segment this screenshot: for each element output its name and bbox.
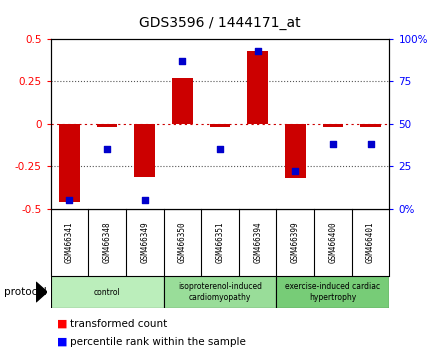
- Text: GSM466400: GSM466400: [328, 222, 337, 263]
- Point: [66, 198, 73, 203]
- Text: GSM466350: GSM466350: [178, 222, 187, 263]
- Text: control: control: [94, 287, 121, 297]
- Point: [367, 142, 374, 147]
- Bar: [164, 276, 276, 308]
- Point: [254, 48, 261, 54]
- Bar: [172, 78, 193, 124]
- Text: percentile rank within the sample: percentile rank within the sample: [70, 337, 246, 347]
- Text: GDS3596 / 1444171_at: GDS3596 / 1444171_at: [139, 16, 301, 30]
- Point: [330, 142, 337, 147]
- Text: GSM466351: GSM466351: [216, 222, 224, 263]
- Text: GSM466401: GSM466401: [366, 222, 375, 263]
- Point: [292, 169, 299, 174]
- Point: [141, 198, 148, 203]
- Bar: [59, 124, 80, 202]
- Text: exercise-induced cardiac
hypertrophy: exercise-induced cardiac hypertrophy: [286, 282, 381, 302]
- Bar: [51, 276, 164, 308]
- Polygon shape: [36, 282, 47, 302]
- Bar: [247, 51, 268, 124]
- Text: GSM466399: GSM466399: [291, 222, 300, 263]
- Bar: [276, 276, 389, 308]
- Text: transformed count: transformed count: [70, 319, 168, 329]
- Bar: [97, 124, 117, 127]
- Point: [179, 58, 186, 64]
- Text: GSM466348: GSM466348: [103, 222, 112, 263]
- Text: ■: ■: [57, 337, 68, 347]
- Bar: [323, 124, 343, 127]
- Bar: [285, 124, 306, 178]
- Text: protocol: protocol: [4, 287, 47, 297]
- Point: [103, 147, 110, 152]
- Bar: [209, 124, 231, 127]
- Bar: [134, 124, 155, 177]
- Text: isoproterenol-induced
cardiomyopathy: isoproterenol-induced cardiomyopathy: [178, 282, 262, 302]
- Bar: [360, 124, 381, 127]
- Text: GSM466341: GSM466341: [65, 222, 74, 263]
- Text: ■: ■: [57, 319, 68, 329]
- Text: GSM466394: GSM466394: [253, 222, 262, 263]
- Point: [216, 147, 224, 152]
- Text: GSM466349: GSM466349: [140, 222, 149, 263]
